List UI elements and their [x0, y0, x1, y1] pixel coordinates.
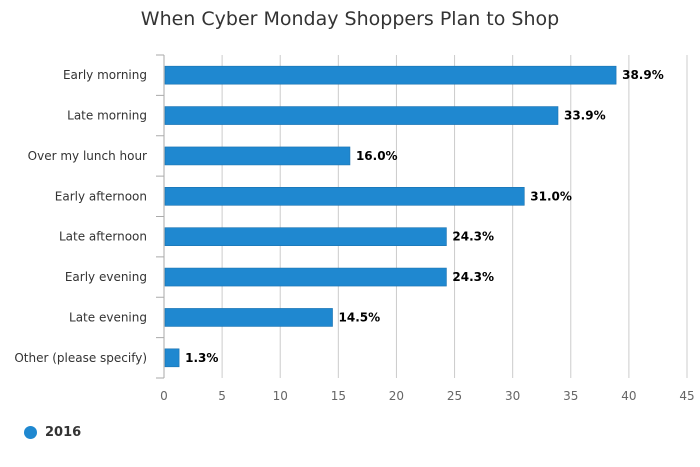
- data-label: 31.0%: [530, 189, 572, 203]
- category-label: Early morning: [63, 68, 147, 82]
- x-tick-label: 25: [447, 389, 462, 403]
- bar: [164, 187, 525, 206]
- bar: [164, 146, 351, 166]
- bar: [164, 308, 333, 327]
- x-tick-label: 10: [273, 389, 288, 403]
- data-label: 24.3%: [452, 230, 494, 244]
- category-label: Other (please specify): [14, 351, 147, 365]
- x-tick-label: 20: [389, 389, 404, 403]
- x-tick-label: 40: [621, 389, 636, 403]
- data-label: 1.3%: [185, 351, 218, 365]
- bar: [164, 227, 447, 246]
- data-label: 38.9%: [622, 68, 664, 82]
- x-tick-label: 35: [563, 389, 578, 403]
- category-label: Early evening: [65, 270, 147, 284]
- legend-label: 2016: [45, 425, 82, 440]
- x-tick-label: 45: [679, 389, 694, 403]
- category-label: Late evening: [69, 310, 147, 324]
- legend[interactable]: 2016: [24, 425, 81, 440]
- category-label: Late afternoon: [59, 230, 147, 244]
- bar: [164, 106, 559, 125]
- legend-swatch: [24, 426, 37, 439]
- data-label: 24.3%: [452, 270, 494, 284]
- bar: [164, 267, 447, 287]
- data-label: 16.0%: [356, 149, 398, 163]
- data-label: 14.5%: [339, 310, 381, 324]
- x-tick-label: 15: [331, 389, 346, 403]
- x-tick-label: 30: [505, 389, 520, 403]
- bar: [164, 65, 617, 85]
- category-label: Early afternoon: [55, 189, 147, 203]
- x-tick-label: 5: [218, 389, 226, 403]
- x-tick-label: 0: [160, 389, 168, 403]
- category-label: Late morning: [67, 109, 147, 123]
- bar: [164, 348, 180, 368]
- category-label: Over my lunch hour: [28, 149, 147, 163]
- chart-title: When Cyber Monday Shoppers Plan to Shop: [140, 8, 560, 30]
- data-label: 33.9%: [564, 109, 606, 123]
